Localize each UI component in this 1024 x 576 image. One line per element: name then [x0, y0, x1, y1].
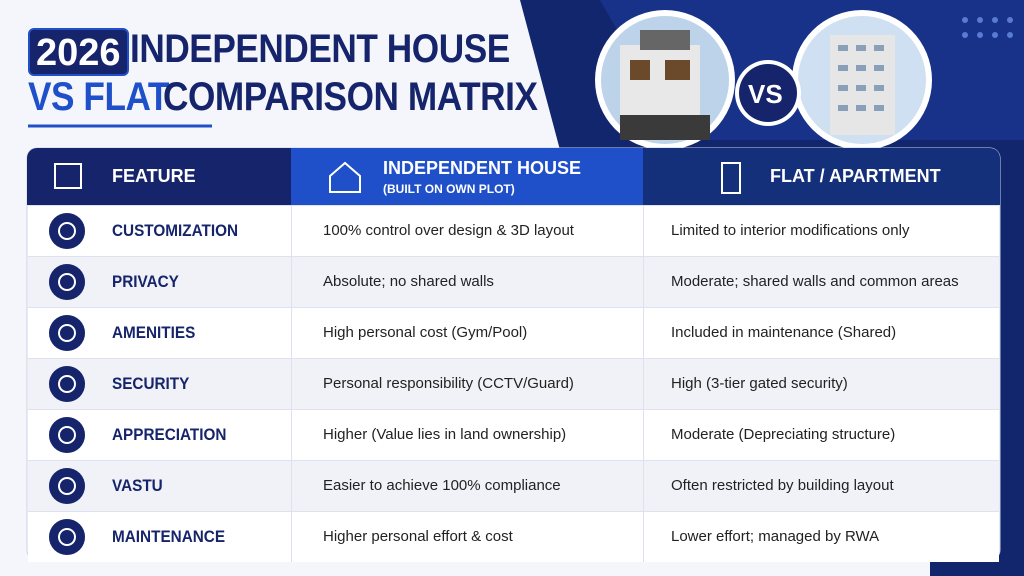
- house-value: 100% control over design & 3D layout: [323, 222, 574, 239]
- vs-label: VS: [748, 79, 783, 109]
- flat-value: High (3-tier gated security): [671, 375, 848, 392]
- house-value: High personal cost (Gym/Pool): [323, 324, 528, 341]
- feature-label: AMENITIES: [112, 322, 196, 342]
- row-icon: [49, 315, 85, 351]
- feature-label: CUSTOMIZATION: [112, 220, 239, 240]
- row-background: [28, 460, 999, 511]
- flat-value: Often restricted by building layout: [671, 477, 894, 494]
- row-icon: [49, 264, 85, 300]
- row-background: [28, 409, 999, 460]
- row-background: [28, 307, 999, 358]
- house-value: Higher personal effort & cost: [323, 528, 513, 545]
- column-divider: [291, 205, 292, 562]
- flat-value: Included in maintenance (Shared): [671, 324, 897, 341]
- row-icon: [49, 366, 85, 402]
- title-line1: INDEPENDENT HOUSE: [130, 27, 510, 71]
- title-line2: COMPARISON MATRIX: [163, 75, 538, 119]
- house-value: Higher (Value lies in land ownership): [323, 426, 567, 443]
- feature-label: APPRECIATION: [112, 424, 227, 444]
- column-header: FLAT / APARTMENT: [770, 166, 941, 186]
- row-icon: [49, 519, 85, 555]
- column-header: INDEPENDENT HOUSE: [383, 158, 582, 178]
- column-divider: [643, 205, 644, 562]
- year-badge: 2026: [28, 28, 129, 76]
- flat-value: Moderate; shared walls and common areas: [671, 273, 959, 290]
- row-background: [28, 511, 999, 562]
- row-background: [28, 205, 999, 256]
- feature-label: MAINTENANCE: [112, 526, 226, 546]
- row-background: [28, 358, 999, 409]
- row-icon: [49, 468, 85, 504]
- flat-value: Moderate (Depreciating structure): [671, 426, 896, 443]
- row-icon: [49, 213, 85, 249]
- column-header: FEATURE: [112, 166, 196, 186]
- feature-label: VASTU: [112, 475, 163, 495]
- feature-label: PRIVACY: [112, 271, 179, 291]
- column-subtitle: (BUILT ON OWN PLOT): [383, 182, 515, 196]
- flat-value: Limited to interior modifications only: [671, 222, 910, 239]
- house-value: Personal responsibility (CCTV/Guard): [323, 375, 574, 392]
- row-background: [28, 256, 999, 307]
- title-highlight: VS FLAT: [28, 75, 169, 119]
- row-icon: [49, 417, 85, 453]
- house-value: Easier to achieve 100% compliance: [323, 477, 561, 494]
- feature-label: SECURITY: [112, 373, 190, 393]
- flat-value: Lower effort; managed by RWA: [671, 528, 880, 545]
- house-value: Absolute; no shared walls: [323, 273, 494, 290]
